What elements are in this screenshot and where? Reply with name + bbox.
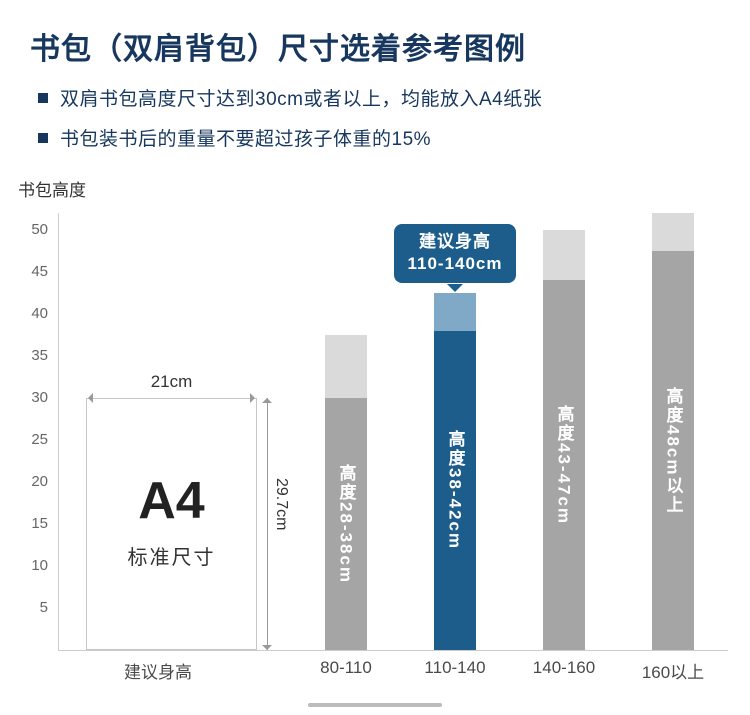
bar-segment-main: 高度48cm以上: [652, 251, 694, 650]
bullet-item: 书包装书后的重量不要超过孩子体重的15%: [38, 124, 542, 151]
a4-name-label: A4: [138, 472, 205, 530]
dimension-arrow-up-icon: [262, 398, 272, 403]
dimension-arrow-left-icon: [88, 393, 93, 403]
a4-width-dimension-label: 21cm: [87, 372, 256, 392]
dimension-arrow-right-icon: [250, 393, 255, 403]
bar-label: 高度43-47cm: [554, 405, 574, 526]
a4-height-dimension-label: 29.7cm: [273, 478, 290, 531]
a4-subtitle-label: 标准尺寸: [127, 547, 216, 569]
callout-line1: 建议身高: [419, 232, 491, 251]
page-title: 书包（双肩背包）尺寸选着参考图例: [30, 33, 526, 66]
recommended-height-callout: 建议身高 110-140cm: [394, 224, 516, 292]
y-tick-label: 25: [31, 431, 48, 448]
x-category-label: 140-160: [532, 658, 596, 677]
callout-line2: 110-140cm: [407, 254, 503, 273]
bar-segment-top: [652, 213, 694, 251]
x-axis-line: [58, 650, 728, 651]
bullet-item: 双肩书包高度尺寸达到30cm或者以上，均能放入A4纸张: [38, 84, 542, 111]
callout-pointer-icon: [447, 284, 463, 292]
x-category-label: 160以上: [641, 663, 705, 682]
bar-label: 高度38-42cm: [445, 430, 465, 551]
bullet-text: 书包装书后的重量不要超过孩子体重的15%: [60, 129, 432, 150]
home-indicator: [308, 703, 442, 707]
y-axis-title: 书包高度: [18, 181, 86, 200]
bullet-text: 双肩书包高度尺寸达到30cm或者以上，均能放入A4纸张: [60, 89, 543, 110]
bar-label: 高度28-38cm: [336, 463, 356, 585]
bar-label: 高度48cm以上: [663, 386, 683, 515]
x-axis-title: 建议身高: [124, 663, 192, 682]
bar-segment-top: [325, 335, 367, 398]
y-tick-label: 15: [31, 515, 48, 532]
y-tick-label: 5: [39, 599, 48, 616]
y-tick-label: 45: [31, 263, 48, 280]
bar-segment-main: 高度28-38cm: [325, 398, 367, 650]
dimension-arrow-down-icon: [262, 645, 272, 650]
a4-height-dimension-line: [262, 398, 272, 650]
y-tick-label: 10: [31, 557, 48, 574]
a4-paper-illustration: 21cm A4 标准尺寸: [86, 372, 257, 650]
bar-segment-top: [434, 293, 476, 331]
y-tick-label: 20: [31, 473, 48, 490]
y-axis-line: [58, 213, 59, 650]
bullet-square-icon: [38, 132, 48, 143]
bullet-list: 双肩书包高度尺寸达到30cm或者以上，均能放入A4纸张 书包装书后的重量不要超过…: [38, 84, 542, 164]
bar-segment-main-highlight: 高度38-42cm: [434, 330, 476, 650]
x-category-label: 110-140: [424, 658, 486, 677]
y-tick-label: 30: [31, 389, 48, 406]
y-tick-label: 35: [31, 347, 48, 364]
bar-segment-top: [543, 230, 585, 281]
x-category-label: 80-110: [320, 658, 372, 677]
bullet-square-icon: [38, 92, 48, 103]
y-tick-label: 40: [31, 305, 48, 322]
bar-segment-main: 高度43-47cm: [543, 280, 585, 650]
y-tick-label: 50: [31, 221, 48, 238]
